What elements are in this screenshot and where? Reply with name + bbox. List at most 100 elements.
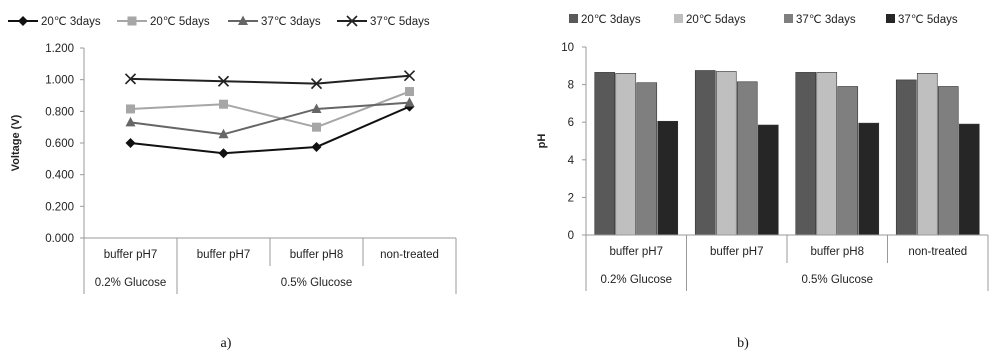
legend: 20℃ 3days 20℃ 5days 37℃ 3days 37℃ 5days	[8, 15, 430, 28]
data-point	[124, 73, 137, 85]
bar	[858, 122, 880, 236]
data-point	[310, 78, 323, 90]
legend: 20℃ 3days 20℃ 5days 37℃ 3days 37℃ 5days	[569, 14, 958, 26]
group-label: 0.2% Glucose	[95, 277, 167, 289]
bar	[916, 73, 938, 236]
caption: a)	[221, 336, 232, 351]
legend-swatch	[886, 14, 895, 23]
data-point	[218, 128, 229, 139]
y-tick-label: 1.200	[45, 43, 74, 55]
data-point	[405, 87, 414, 97]
bar	[958, 123, 980, 236]
legend-item: 37℃ 3days	[228, 15, 321, 28]
category-label: buffer pH7	[710, 246, 764, 258]
data-point	[403, 70, 416, 82]
bar	[615, 73, 637, 236]
y-tick-label: 8	[568, 80, 574, 92]
series-1	[615, 71, 938, 236]
legend-item: 20℃ 3days	[569, 14, 641, 26]
legend-item: 37℃ 5days	[886, 14, 958, 26]
y-tick-label: 0.600	[45, 138, 74, 150]
bar	[895, 79, 917, 236]
series-1	[126, 87, 414, 132]
category-label: buffer pH7	[197, 249, 251, 261]
y-tick-label: 1.000	[45, 75, 74, 87]
ph-bar-chart: 20℃ 3days 20℃ 5days 37℃ 3days 37℃ 5days 0 2 4 6…	[536, 14, 989, 351]
data-point	[404, 97, 415, 107]
data-point	[126, 104, 135, 114]
legend-item: 20℃ 5days	[674, 14, 746, 26]
legend-label: 20℃ 5days	[150, 16, 210, 28]
y-tick-label: 4	[568, 155, 575, 167]
series-line	[130, 101, 410, 136]
caption: b)	[737, 336, 749, 351]
data-point	[218, 148, 229, 159]
bar	[594, 72, 616, 236]
legend-label: 20℃ 3days	[581, 14, 641, 26]
bar	[937, 86, 959, 236]
legend-swatch	[674, 14, 683, 23]
data-point	[217, 75, 230, 87]
category-label: buffer pH7	[610, 246, 664, 258]
legend-swatch	[569, 14, 578, 23]
legend-label: 20℃ 5days	[686, 14, 746, 26]
group-label: 0.2% Glucose	[600, 274, 672, 286]
series-line	[130, 105, 410, 155]
legend-item: 20℃ 5days	[117, 16, 210, 28]
series-line	[130, 74, 410, 85]
series-0	[125, 101, 415, 159]
legend-marker	[18, 16, 28, 26]
legend-label: 37℃ 5days	[370, 16, 430, 28]
legend-item: 37℃ 3days	[784, 14, 856, 26]
category-label: buffer pH8	[811, 246, 865, 258]
bar	[657, 120, 679, 236]
y-axis-label: pH	[536, 134, 548, 149]
bar	[757, 124, 779, 236]
legend-marker	[346, 15, 358, 27]
legend-label: 37℃ 3days	[261, 16, 321, 28]
legend-label: 37℃ 3days	[796, 14, 856, 26]
voltage-line-chart: 20℃ 3days 20℃ 5days 37℃ 3days 37℃ 5days 0.00…	[8, 15, 457, 351]
data-point	[311, 141, 322, 152]
legend-item: 37℃ 5days	[337, 15, 430, 28]
data-point	[125, 138, 136, 148]
bar	[715, 71, 737, 236]
data-point	[311, 103, 322, 113]
category-label: non-treated	[908, 246, 967, 258]
bar	[736, 81, 758, 236]
legend-marker	[127, 16, 137, 26]
series-2	[125, 97, 415, 139]
series-line	[130, 90, 410, 129]
data-point	[125, 116, 136, 127]
y-tick-label: 0.000	[45, 233, 74, 245]
y-tick-label: 0.800	[45, 106, 74, 118]
legend-item: 20℃ 3days	[8, 16, 101, 28]
group-label: 0.5% Glucose	[801, 274, 873, 286]
category-label: non-treated	[380, 249, 439, 261]
group-label: 0.5% Glucose	[281, 277, 353, 289]
bar	[694, 70, 716, 236]
legend-marker	[238, 15, 248, 25]
series-0	[594, 70, 917, 236]
y-tick-label: 0.400	[45, 170, 74, 182]
bar	[636, 82, 658, 236]
legend-label: 20℃ 3days	[41, 16, 101, 28]
category-label: buffer pH7	[104, 249, 158, 261]
legend-label: 37℃ 5days	[898, 14, 958, 26]
bar	[795, 72, 817, 236]
series-2	[636, 81, 959, 236]
data-point	[312, 122, 321, 132]
y-tick-label: 10	[561, 42, 574, 54]
series-3	[657, 120, 980, 236]
y-tick-label: 0	[568, 230, 574, 242]
category-label: buffer pH8	[290, 249, 344, 261]
y-tick-label: 0.200	[45, 201, 74, 213]
y-tick-label: 2	[568, 192, 574, 204]
y-axis-label: Voltage (V)	[10, 114, 22, 171]
series-3	[124, 70, 416, 90]
legend-swatch	[784, 14, 793, 23]
bar	[816, 72, 838, 236]
bar	[837, 86, 859, 236]
y-tick-label: 6	[568, 117, 574, 129]
